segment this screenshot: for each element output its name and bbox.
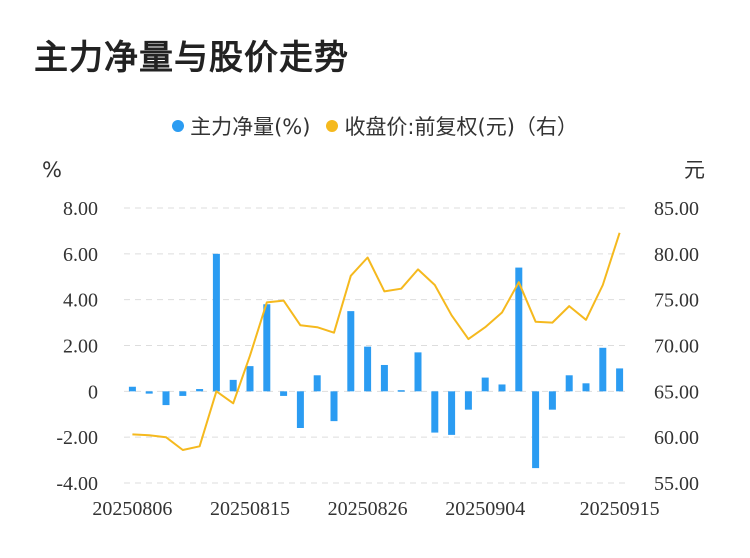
bar: [464, 391, 472, 410]
y-tick-right: 85.00: [654, 198, 699, 220]
bar: [599, 347, 607, 392]
x-tick-label: 20250915: [580, 498, 660, 520]
y-unit-right: 元: [684, 158, 705, 182]
legend-marker-bar: [172, 120, 185, 132]
y-tick-right: 60.00: [654, 427, 699, 449]
bar: [532, 391, 540, 469]
y-tick-left: 8.00: [63, 198, 98, 220]
bar: [145, 391, 153, 394]
bar: [263, 304, 271, 392]
x-tick-label: 20250904: [445, 498, 525, 520]
bar: [128, 386, 136, 392]
price-line: [132, 232, 621, 451]
y-tick-left: -2.00: [56, 427, 98, 449]
bar: [582, 383, 590, 392]
bar: [330, 391, 338, 422]
bar: [296, 391, 304, 428]
bar: [212, 253, 220, 392]
legend-marker-line: [326, 120, 339, 132]
bar: [380, 364, 388, 392]
bar: [162, 391, 170, 406]
y-unit-left: %: [42, 158, 62, 182]
bar: [548, 391, 556, 410]
y-tick-left: -4.00: [56, 473, 98, 495]
x-tick-label: 20250806: [92, 498, 172, 520]
legend: 主力净量(%) 收盘价:前复权(元)（右）: [0, 111, 750, 141]
bar: [565, 375, 573, 392]
y-tick-left: 2.00: [63, 336, 98, 358]
x-tick-label: 20250826: [328, 498, 408, 520]
y-tick-right: 65.00: [654, 381, 699, 403]
bar: [431, 391, 439, 433]
bar: [280, 391, 288, 396]
bar: [313, 375, 321, 392]
bar: [347, 311, 355, 392]
y-tick-right: 70.00: [654, 336, 699, 358]
bar: [616, 368, 624, 392]
bar: [229, 379, 237, 392]
bar: [448, 391, 456, 435]
x-tick-label: 20250815: [210, 498, 290, 520]
bar: [364, 346, 372, 392]
y-tick-right: 55.00: [654, 473, 699, 495]
bar: [397, 390, 405, 392]
y-tick-left: 0: [88, 381, 98, 403]
chart-title: 主力净量与股价走势: [34, 38, 349, 78]
y-tick-right: 80.00: [654, 244, 699, 266]
bar: [498, 384, 506, 392]
bar: [515, 267, 523, 392]
y-tick-right: 75.00: [654, 290, 699, 312]
y-tick-left: 4.00: [63, 290, 98, 312]
bar: [179, 391, 187, 396]
legend-label-line: 收盘价:前复权(元)（右）: [344, 115, 578, 139]
bar: [481, 377, 489, 392]
legend-item-line[interactable]: 收盘价:前复权(元)（右）: [326, 111, 578, 141]
bar: [246, 366, 254, 392]
y-tick-left: 6.00: [63, 244, 98, 266]
legend-label-bar: 主力净量(%): [190, 115, 311, 139]
legend-item-bar[interactable]: 主力净量(%): [172, 111, 310, 141]
bar: [196, 389, 204, 392]
bar: [414, 352, 422, 392]
